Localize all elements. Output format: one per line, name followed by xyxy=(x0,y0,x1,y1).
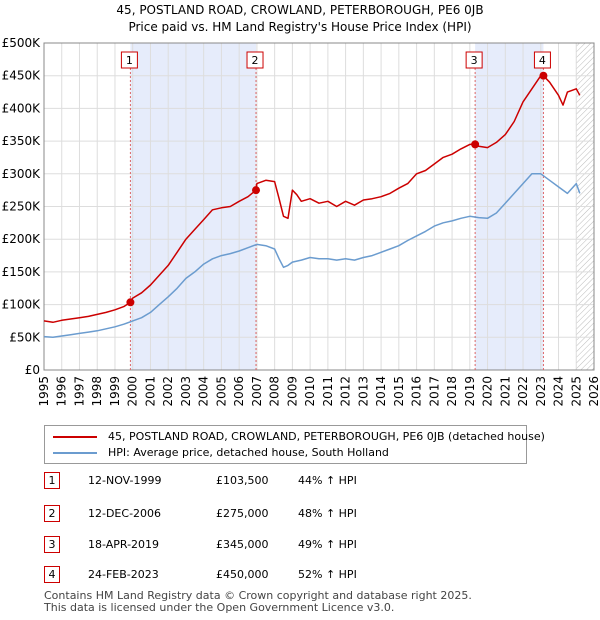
y-tick-label: £450K xyxy=(2,69,42,83)
sale-price: £103,500 xyxy=(216,474,269,487)
x-tick-label: 2022 xyxy=(516,376,530,407)
x-tick-label: 2002 xyxy=(161,376,175,407)
sale-point xyxy=(252,186,261,195)
x-tick-label: 2021 xyxy=(498,376,512,407)
sale-date: 18-APR-2019 xyxy=(88,538,160,551)
legend-label-blue: HPI: Average price, detached house, Sout… xyxy=(108,446,389,459)
price-paid-line xyxy=(43,74,581,324)
sale-badge-box xyxy=(246,51,264,69)
sale-point xyxy=(471,140,480,149)
footer-licence: This data is licensed under the Open Gov… xyxy=(44,601,395,614)
sale-badge-label: 1 xyxy=(126,54,133,67)
sale-badge: 1 xyxy=(44,472,60,489)
y-tick-label: £200K xyxy=(2,232,42,246)
x-tick-label: 2010 xyxy=(303,376,317,407)
x-tick-label: 2004 xyxy=(197,376,211,407)
sale-badge-box xyxy=(120,51,138,69)
sale-date: 12-NOV-1999 xyxy=(88,474,162,487)
x-tick-label: 2003 xyxy=(179,376,193,407)
sale-badge: 4 xyxy=(44,566,60,583)
x-tick-label: 2025 xyxy=(569,376,583,407)
x-tick-label: 1997 xyxy=(72,376,86,407)
legend-swatch-blue xyxy=(53,452,97,454)
sale-badge-label: 2 xyxy=(252,54,259,67)
price-chart: £0 £50K £100K £150K £200K £250K £300K £350K £400… xyxy=(2,36,600,407)
sale-price: £450,000 xyxy=(216,568,269,581)
x-tick-label: 2024 xyxy=(552,376,566,407)
x-tick-label: 1999 xyxy=(108,376,122,407)
x-tick-label: 2017 xyxy=(427,376,441,407)
y-tick-label: £250K xyxy=(2,200,42,214)
sale-hpi: 48% ↑ HPI xyxy=(298,507,357,520)
sale-badge-label: 4 xyxy=(539,54,546,67)
footer-copyright: Contains HM Land Registry data © Crown c… xyxy=(44,589,472,602)
x-tick-label: 2011 xyxy=(321,376,335,407)
x-tick-label: 2023 xyxy=(534,376,548,407)
sale-badge: 3 xyxy=(44,536,60,553)
y-tick-label: £100K xyxy=(2,298,42,312)
legend-item-blue: HPI: Average price, detached house, Sout… xyxy=(53,445,389,461)
legend-swatch-red xyxy=(53,436,97,438)
sale-date: 12-DEC-2006 xyxy=(88,507,162,520)
sale-badge-box xyxy=(465,51,483,69)
y-tick-label: £50K xyxy=(9,330,41,344)
x-tick-label: 2016 xyxy=(410,376,424,407)
sale-date: 24-FEB-2023 xyxy=(88,568,159,581)
y-tick-label: £150K xyxy=(2,265,42,279)
sale-price: £275,000 xyxy=(216,507,269,520)
x-tick-label: 1996 xyxy=(55,376,69,407)
sale-hpi: 44% ↑ HPI xyxy=(298,474,357,487)
x-tick-label: 2013 xyxy=(356,376,370,407)
sale-price: £345,000 xyxy=(216,538,269,551)
legend-label-red: 45, POSTLAND ROAD, CROWLAND, PETERBOROUG… xyxy=(108,430,545,443)
x-tick-label: 2026 xyxy=(587,376,600,407)
x-tick-label: 2018 xyxy=(445,376,459,407)
y-tick-label: £0 xyxy=(25,363,40,377)
y-tick-label: £400K xyxy=(2,101,42,115)
sale-badge-box xyxy=(533,51,551,69)
x-tick-label: 1998 xyxy=(90,376,104,407)
sale-hpi: 52% ↑ HPI xyxy=(298,568,357,581)
x-tick-label: 2000 xyxy=(126,376,140,407)
x-tick-label: 2012 xyxy=(339,376,353,407)
chart-legend: 45, POSTLAND ROAD, CROWLAND, PETERBOROUG… xyxy=(44,425,545,464)
x-tick-label: 2014 xyxy=(374,376,388,407)
x-tick-label: 2001 xyxy=(143,376,157,407)
y-tick-label: £300K xyxy=(2,167,42,181)
x-tick-label: 2015 xyxy=(392,376,406,407)
sale-badge-label: 3 xyxy=(471,54,478,67)
plot-frame xyxy=(43,42,595,371)
x-tick-label: 2005 xyxy=(214,376,228,407)
sale-badge: 2 xyxy=(44,505,60,522)
y-tick-label: £350K xyxy=(2,134,42,148)
sale-point xyxy=(126,298,135,307)
chart-subtitle: Price paid vs. HM Land Registry's House … xyxy=(128,20,472,34)
x-tick-label: 2020 xyxy=(481,376,495,407)
x-tick-label: 2009 xyxy=(285,376,299,407)
chart-title: 45, POSTLAND ROAD, CROWLAND, PETERBOROUG… xyxy=(116,3,484,17)
hpi-line xyxy=(43,173,581,339)
x-tick-label: 2019 xyxy=(463,376,477,407)
sale-hpi: 49% ↑ HPI xyxy=(298,538,357,551)
legend-item-red: 45, POSTLAND ROAD, CROWLAND, PETERBOROUG… xyxy=(53,429,545,445)
x-tick-label: 2007 xyxy=(250,376,264,407)
sale-point xyxy=(539,71,548,80)
x-tick-label: 1995 xyxy=(37,376,51,407)
x-tick-label: 2008 xyxy=(268,376,282,407)
y-tick-label: £500K xyxy=(2,36,42,50)
x-tick-label: 2006 xyxy=(232,376,246,407)
